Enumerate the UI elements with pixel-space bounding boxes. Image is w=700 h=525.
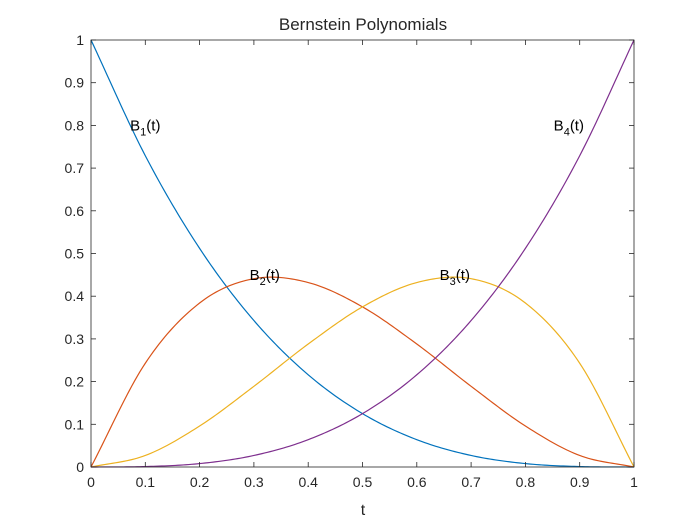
axes-frame xyxy=(90,39,635,468)
curve-label-b3: B3(t) xyxy=(440,267,470,288)
series-line-2 xyxy=(90,276,635,468)
y-tick-label: 0.2 xyxy=(65,374,85,390)
x-tick-label: 0.7 xyxy=(461,474,481,490)
y-tick-label: 0.7 xyxy=(65,160,85,176)
y-tick-label: 0.3 xyxy=(65,331,85,347)
x-tick-label: 0.6 xyxy=(407,474,427,490)
y-tick-label: 0.6 xyxy=(65,203,85,219)
x-tick-label: 0.9 xyxy=(570,474,590,490)
x-tick-label: 0.4 xyxy=(298,474,318,490)
curve-label-b2: B2(t) xyxy=(250,267,280,288)
curve-labels: B1(t) B2(t) B3(t) B4(t) xyxy=(130,117,584,287)
series-line-3 xyxy=(90,276,635,468)
plot-lines xyxy=(90,39,635,468)
y-tick-label: 0.5 xyxy=(65,246,85,262)
chart-title: Bernstein Polynomials xyxy=(279,15,447,34)
x-tick-label: 0.2 xyxy=(190,474,210,490)
y-tick-label: 0.8 xyxy=(65,117,85,133)
y-axis-ticks: 0 0.1 0.2 0.3 0.4 0.5 0.6 0.7 0.8 0.9 1 xyxy=(65,32,634,475)
x-tick-label: 0.3 xyxy=(244,474,264,490)
y-tick-label: 0.9 xyxy=(65,75,85,91)
y-tick-label: 0.4 xyxy=(65,288,85,304)
series-line-1 xyxy=(90,39,635,468)
x-tick-label: 0.1 xyxy=(136,474,156,490)
axes-box xyxy=(90,39,635,468)
curve-label-b1: B1(t) xyxy=(130,117,160,138)
y-tick-label: 0 xyxy=(76,459,84,475)
x-axis-ticks: 0 0.1 0.2 0.3 0.4 0.5 0.6 0.7 0.8 0.9 1 xyxy=(87,40,638,490)
series-line-4 xyxy=(90,39,635,468)
x-tick-label: 0.5 xyxy=(353,474,373,490)
y-tick-label: 0.1 xyxy=(65,416,85,432)
curve-label-b4: B4(t) xyxy=(554,117,584,138)
x-tick-label: 1 xyxy=(630,474,638,490)
y-tick-label: 1 xyxy=(76,32,84,48)
x-tick-label: 0 xyxy=(87,474,95,490)
x-axis-label: t xyxy=(361,502,366,519)
x-tick-label: 0.8 xyxy=(516,474,536,490)
